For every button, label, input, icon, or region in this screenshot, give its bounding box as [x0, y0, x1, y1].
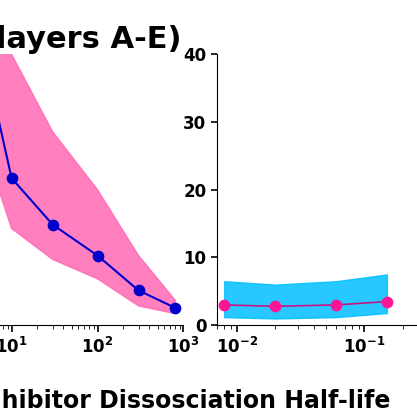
- Point: [135, 287, 142, 294]
- Point: [94, 252, 101, 259]
- Point: [384, 298, 390, 305]
- Point: [333, 301, 339, 308]
- Text: Inhibitor Dissosciation Half-life: Inhibitor Dissosciation Half-life: [0, 389, 391, 413]
- Point: [8, 175, 15, 181]
- Point: [221, 301, 228, 308]
- Text: layers A-E): layers A-E): [0, 25, 181, 54]
- Point: [272, 303, 279, 309]
- Point: [172, 304, 178, 311]
- Point: [49, 221, 56, 228]
